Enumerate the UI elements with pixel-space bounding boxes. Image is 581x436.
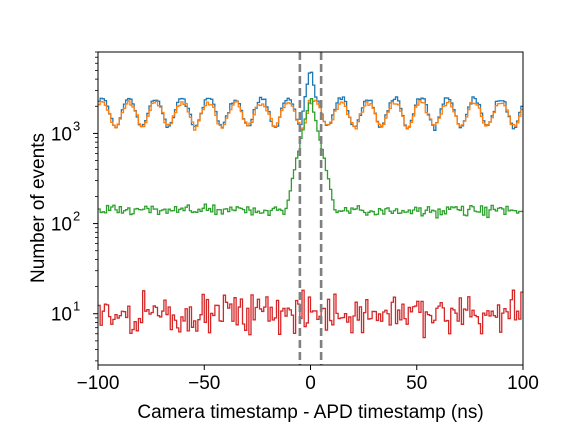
y-tick-exponent: 1 bbox=[73, 299, 80, 314]
series-green-histogram bbox=[98, 98, 523, 219]
y-tick-label: 10 bbox=[51, 215, 72, 236]
series-red-histogram bbox=[98, 289, 523, 339]
x-axis: −100 −50 0 50 100 bbox=[77, 365, 539, 394]
y-tick-label: 10 bbox=[51, 124, 72, 145]
x-tick-label: 50 bbox=[406, 373, 427, 394]
x-tick-label: 100 bbox=[507, 373, 539, 394]
x-tick-label: −50 bbox=[188, 373, 220, 394]
y-tick-label: 10 bbox=[51, 305, 72, 326]
series-blue-histogram bbox=[98, 71, 523, 131]
plot-area bbox=[98, 71, 523, 339]
vertical-markers bbox=[298, 52, 323, 365]
x-tick-label: 0 bbox=[305, 373, 316, 394]
x-tick-label: −100 bbox=[77, 373, 120, 394]
y-tick-exponent: 2 bbox=[73, 209, 80, 224]
y-tick-exponent: 3 bbox=[73, 118, 80, 133]
x-axis-label: Camera timestamp - APD timestamp (ns) bbox=[137, 402, 483, 423]
y-axis-label: Number of events bbox=[28, 133, 49, 283]
